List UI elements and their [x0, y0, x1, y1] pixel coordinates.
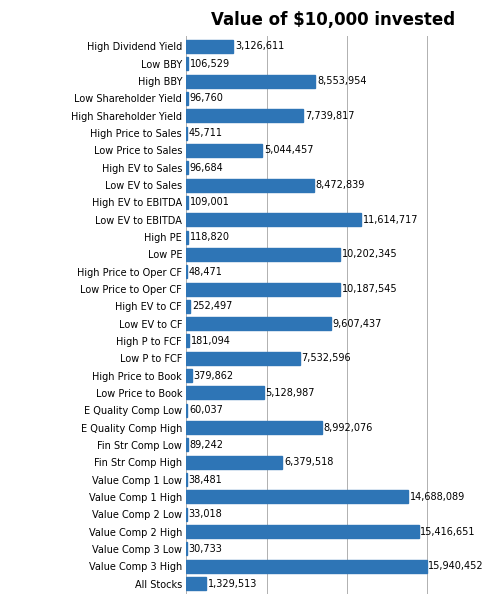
- Text: 7,739,817: 7,739,817: [305, 111, 354, 121]
- Text: 118,820: 118,820: [190, 232, 230, 242]
- Text: 1,329,513: 1,329,513: [208, 578, 257, 589]
- Text: 7,532,596: 7,532,596: [301, 353, 351, 364]
- Bar: [186, 127, 187, 140]
- Text: 6,379,518: 6,379,518: [284, 457, 334, 467]
- Text: 379,862: 379,862: [194, 371, 234, 380]
- Bar: [186, 369, 192, 382]
- Bar: [186, 404, 187, 417]
- Text: 15,416,651: 15,416,651: [420, 527, 476, 536]
- Bar: [186, 317, 331, 330]
- Bar: [186, 490, 408, 503]
- Text: 8,553,954: 8,553,954: [317, 76, 367, 86]
- Text: 252,497: 252,497: [192, 301, 232, 311]
- Bar: [186, 300, 190, 313]
- Bar: [186, 386, 264, 400]
- Bar: [186, 560, 426, 573]
- Text: 89,242: 89,242: [189, 440, 223, 450]
- Text: 181,094: 181,094: [191, 336, 231, 346]
- Bar: [186, 265, 187, 278]
- Bar: [186, 57, 188, 70]
- Bar: [186, 421, 322, 434]
- Text: 5,044,457: 5,044,457: [264, 145, 314, 155]
- Text: 14,688,089: 14,688,089: [410, 492, 465, 502]
- Title: Value of $10,000 invested: Value of $10,000 invested: [211, 11, 455, 29]
- Text: 106,529: 106,529: [190, 59, 230, 69]
- Text: 9,607,437: 9,607,437: [333, 319, 382, 329]
- Bar: [186, 40, 233, 53]
- Bar: [186, 439, 188, 451]
- Bar: [186, 179, 314, 191]
- Bar: [186, 334, 189, 347]
- Text: 96,684: 96,684: [190, 163, 223, 173]
- Text: 45,711: 45,711: [189, 128, 222, 138]
- Bar: [186, 74, 315, 88]
- Bar: [186, 144, 262, 157]
- Bar: [186, 456, 282, 469]
- Text: 15,940,452: 15,940,452: [428, 561, 484, 571]
- Text: 11,614,717: 11,614,717: [363, 215, 418, 224]
- Text: 30,733: 30,733: [189, 544, 222, 554]
- Text: 3,126,611: 3,126,611: [235, 41, 284, 52]
- Bar: [186, 283, 340, 296]
- Bar: [186, 525, 418, 538]
- Bar: [186, 508, 187, 521]
- Text: 96,760: 96,760: [190, 94, 223, 103]
- Bar: [186, 230, 188, 244]
- Text: 8,992,076: 8,992,076: [323, 422, 373, 433]
- Bar: [186, 109, 303, 122]
- Text: 10,187,545: 10,187,545: [342, 284, 397, 294]
- Bar: [186, 473, 187, 486]
- Text: 33,018: 33,018: [189, 509, 222, 519]
- Text: 10,202,345: 10,202,345: [342, 250, 397, 259]
- Bar: [186, 248, 340, 261]
- Bar: [186, 161, 188, 174]
- Text: 48,471: 48,471: [189, 266, 222, 277]
- Bar: [186, 196, 188, 209]
- Bar: [186, 92, 188, 105]
- Bar: [186, 352, 300, 365]
- Text: 60,037: 60,037: [189, 406, 223, 415]
- Text: 8,472,839: 8,472,839: [316, 180, 365, 190]
- Text: 5,128,987: 5,128,987: [266, 388, 315, 398]
- Bar: [186, 577, 206, 590]
- Bar: [186, 213, 361, 226]
- Text: 109,001: 109,001: [190, 197, 229, 208]
- Text: 38,481: 38,481: [189, 475, 222, 485]
